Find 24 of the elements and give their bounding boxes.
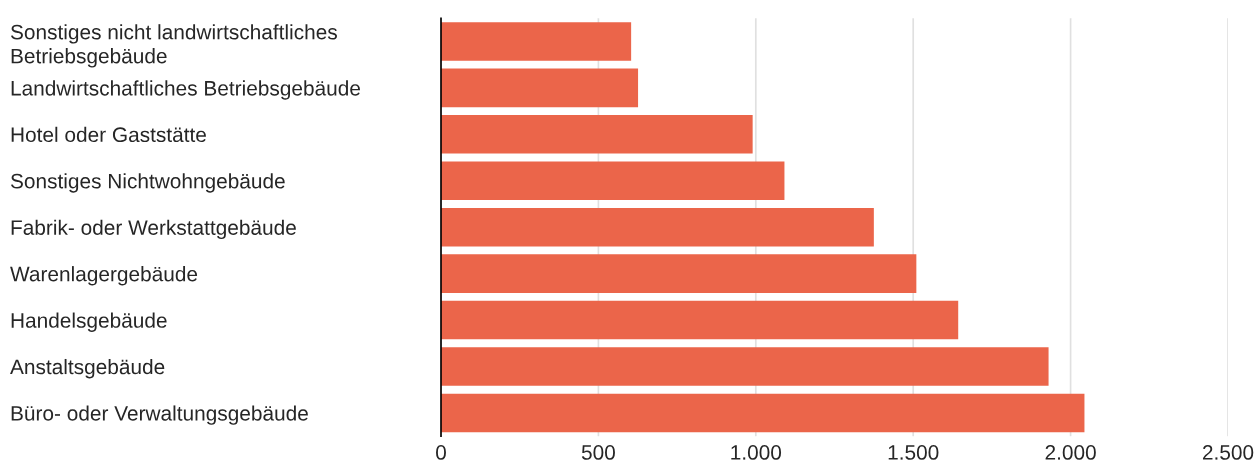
bar [441,68,639,108]
y-tick-label: Anstaltsgebäude [10,358,165,379]
bar [441,393,1085,433]
bar [441,22,632,61]
x-tick-label: 1.000 [731,445,782,460]
bar [441,300,959,340]
x-tick-label: 500 [581,445,615,460]
x-tick-label: 2.500 [1202,445,1254,460]
y-tick-label: Sonstiges nicht landwirtschaftliches Betriebsgebäude [10,24,337,68]
y-tick-label: Hotel oder Gaststätte [11,126,206,143]
bar [441,161,785,201]
bar [441,254,917,293]
x-tick-label: 0 [436,445,446,460]
y-tick-label: Warenlagergebäude [10,266,198,286]
x-tick-label: 2.000 [1045,445,1096,460]
y-tick-label: Handelsgebäude [11,312,167,332]
y-tick-label: Sonstiges Nichtwohngebäude [10,173,285,193]
bar [441,207,874,247]
y-tick-label: Büro- oder Verwaltungsgebäude [11,405,308,425]
bar [441,115,753,154]
x-tick-label: 1.500 [888,445,939,460]
bar [441,347,1049,386]
y-tick-label: Landwirtschaftliches Betriebsgebäude [11,80,360,100]
y-tick-label: Fabrik- oder Werkstattgebäude [11,219,296,240]
